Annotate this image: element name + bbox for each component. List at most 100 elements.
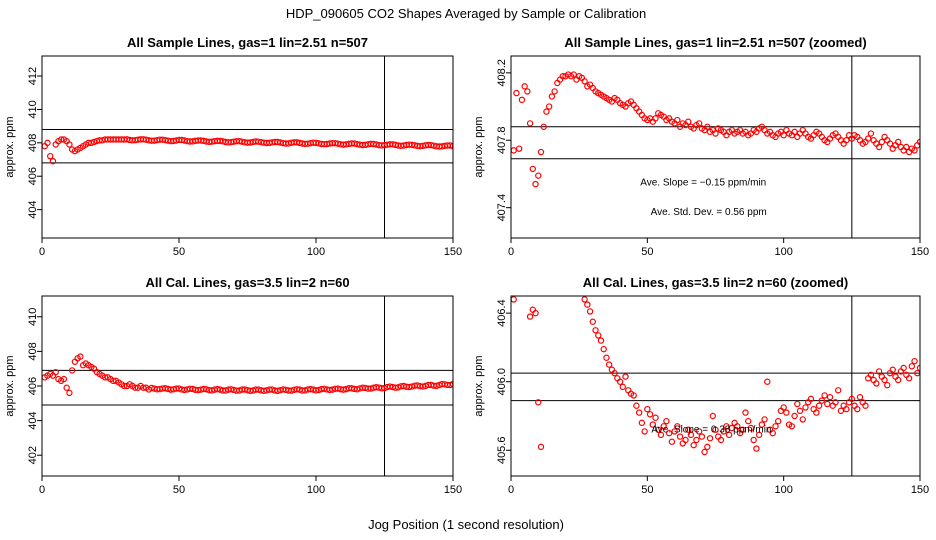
data-point — [63, 384, 70, 391]
data-point — [854, 405, 861, 413]
y-tick-label: 407.8 — [496, 126, 508, 154]
data-point — [526, 313, 534, 320]
data-point — [110, 377, 117, 385]
data-point — [518, 96, 526, 104]
data-point — [745, 417, 752, 425]
data-point — [799, 416, 806, 423]
data-point — [875, 143, 883, 151]
data-point — [619, 383, 626, 391]
data-point — [511, 296, 517, 303]
y-tick-label: 406.0 — [496, 368, 508, 396]
data-point — [529, 165, 537, 173]
data-point — [524, 88, 531, 95]
x-tick-label: 150 — [911, 484, 929, 496]
y-axis-label: approx. ppm — [4, 355, 16, 416]
data-point — [90, 138, 98, 146]
data-point — [532, 180, 539, 188]
data-point — [532, 309, 539, 317]
y-tick-label: 408 — [27, 134, 39, 152]
data-point — [894, 138, 902, 146]
data-point — [791, 412, 798, 420]
y-tick-label: 406 — [27, 167, 39, 185]
data-point — [916, 138, 920, 146]
data-point — [867, 130, 875, 137]
annotation: Ave. Slope = 0.38 ppm/min — [651, 425, 771, 436]
data-point — [788, 423, 796, 430]
data-points — [511, 296, 920, 456]
annotation: Ave. Std. Dev. = 0.56 ppm — [651, 207, 767, 218]
data-point — [353, 386, 361, 393]
data-point — [597, 337, 605, 344]
data-point — [687, 431, 695, 439]
data-point — [131, 384, 139, 391]
panel-title: All Cal. Lines, gas=3.5 lin=2 n=60 — [145, 275, 349, 290]
data-point — [742, 409, 749, 416]
data-point — [521, 83, 528, 90]
data-point — [537, 148, 545, 156]
data-point — [903, 143, 910, 151]
data-point — [551, 88, 558, 95]
data-point — [728, 424, 736, 432]
data-point — [44, 139, 51, 147]
data-point — [826, 393, 834, 401]
data-point — [140, 384, 147, 391]
data-point — [570, 71, 577, 78]
data-point — [540, 123, 547, 130]
data-point — [704, 123, 711, 130]
data-point — [663, 417, 670, 425]
data-point — [622, 373, 629, 380]
data-point — [900, 364, 907, 372]
x-tick-label: 100 — [774, 484, 792, 496]
data-point — [671, 428, 678, 435]
data-point — [635, 409, 643, 416]
data-point — [709, 412, 716, 420]
data-point — [706, 435, 714, 442]
x-tick-label: 0 — [39, 246, 45, 258]
data-point — [698, 433, 706, 440]
data-point — [755, 431, 763, 439]
data-point — [723, 423, 730, 430]
data-point — [815, 402, 823, 409]
data-point — [843, 137, 850, 144]
data-point — [652, 414, 659, 421]
data-point — [657, 431, 665, 439]
data-point — [646, 411, 654, 418]
data-point — [884, 381, 891, 389]
y-tick-label: 410 — [27, 308, 39, 326]
data-point — [764, 378, 771, 385]
data-point — [837, 407, 845, 415]
data-point — [548, 93, 556, 100]
data-point — [807, 395, 815, 403]
data-point — [101, 374, 109, 381]
data-point — [734, 423, 741, 430]
data-point — [908, 363, 916, 370]
data-point — [747, 424, 755, 432]
data-point — [605, 361, 613, 368]
x-tick-label: 150 — [444, 246, 462, 258]
data-point — [559, 73, 567, 80]
data-point — [535, 172, 542, 179]
data-point — [835, 387, 842, 394]
data-point — [655, 426, 662, 433]
data-point — [753, 445, 760, 452]
x-tick-label: 150 — [911, 246, 929, 258]
data-point — [848, 395, 856, 403]
data-point — [824, 400, 831, 408]
y-tick-label: 405.6 — [496, 437, 508, 465]
data-point — [592, 327, 599, 334]
panel-title: All Sample Lines, gas=1 lin=2.51 n=507 — [127, 35, 368, 50]
data-point — [720, 428, 727, 435]
data-point — [595, 332, 602, 339]
data-point — [916, 364, 920, 372]
data-point — [712, 426, 719, 433]
annotation: Ave. Slope = −0.15 ppm/min — [640, 178, 766, 189]
data-point — [660, 423, 667, 430]
data-point — [867, 371, 875, 379]
data-point — [832, 399, 839, 406]
data-point — [911, 147, 918, 154]
plot-frame — [510, 295, 921, 477]
figure-title: HDP_090605 CO2 Shapes Averaged by Sample… — [286, 6, 646, 21]
data-point — [695, 428, 703, 435]
y-tick-label: 404 — [27, 411, 39, 429]
data-point — [761, 416, 768, 423]
